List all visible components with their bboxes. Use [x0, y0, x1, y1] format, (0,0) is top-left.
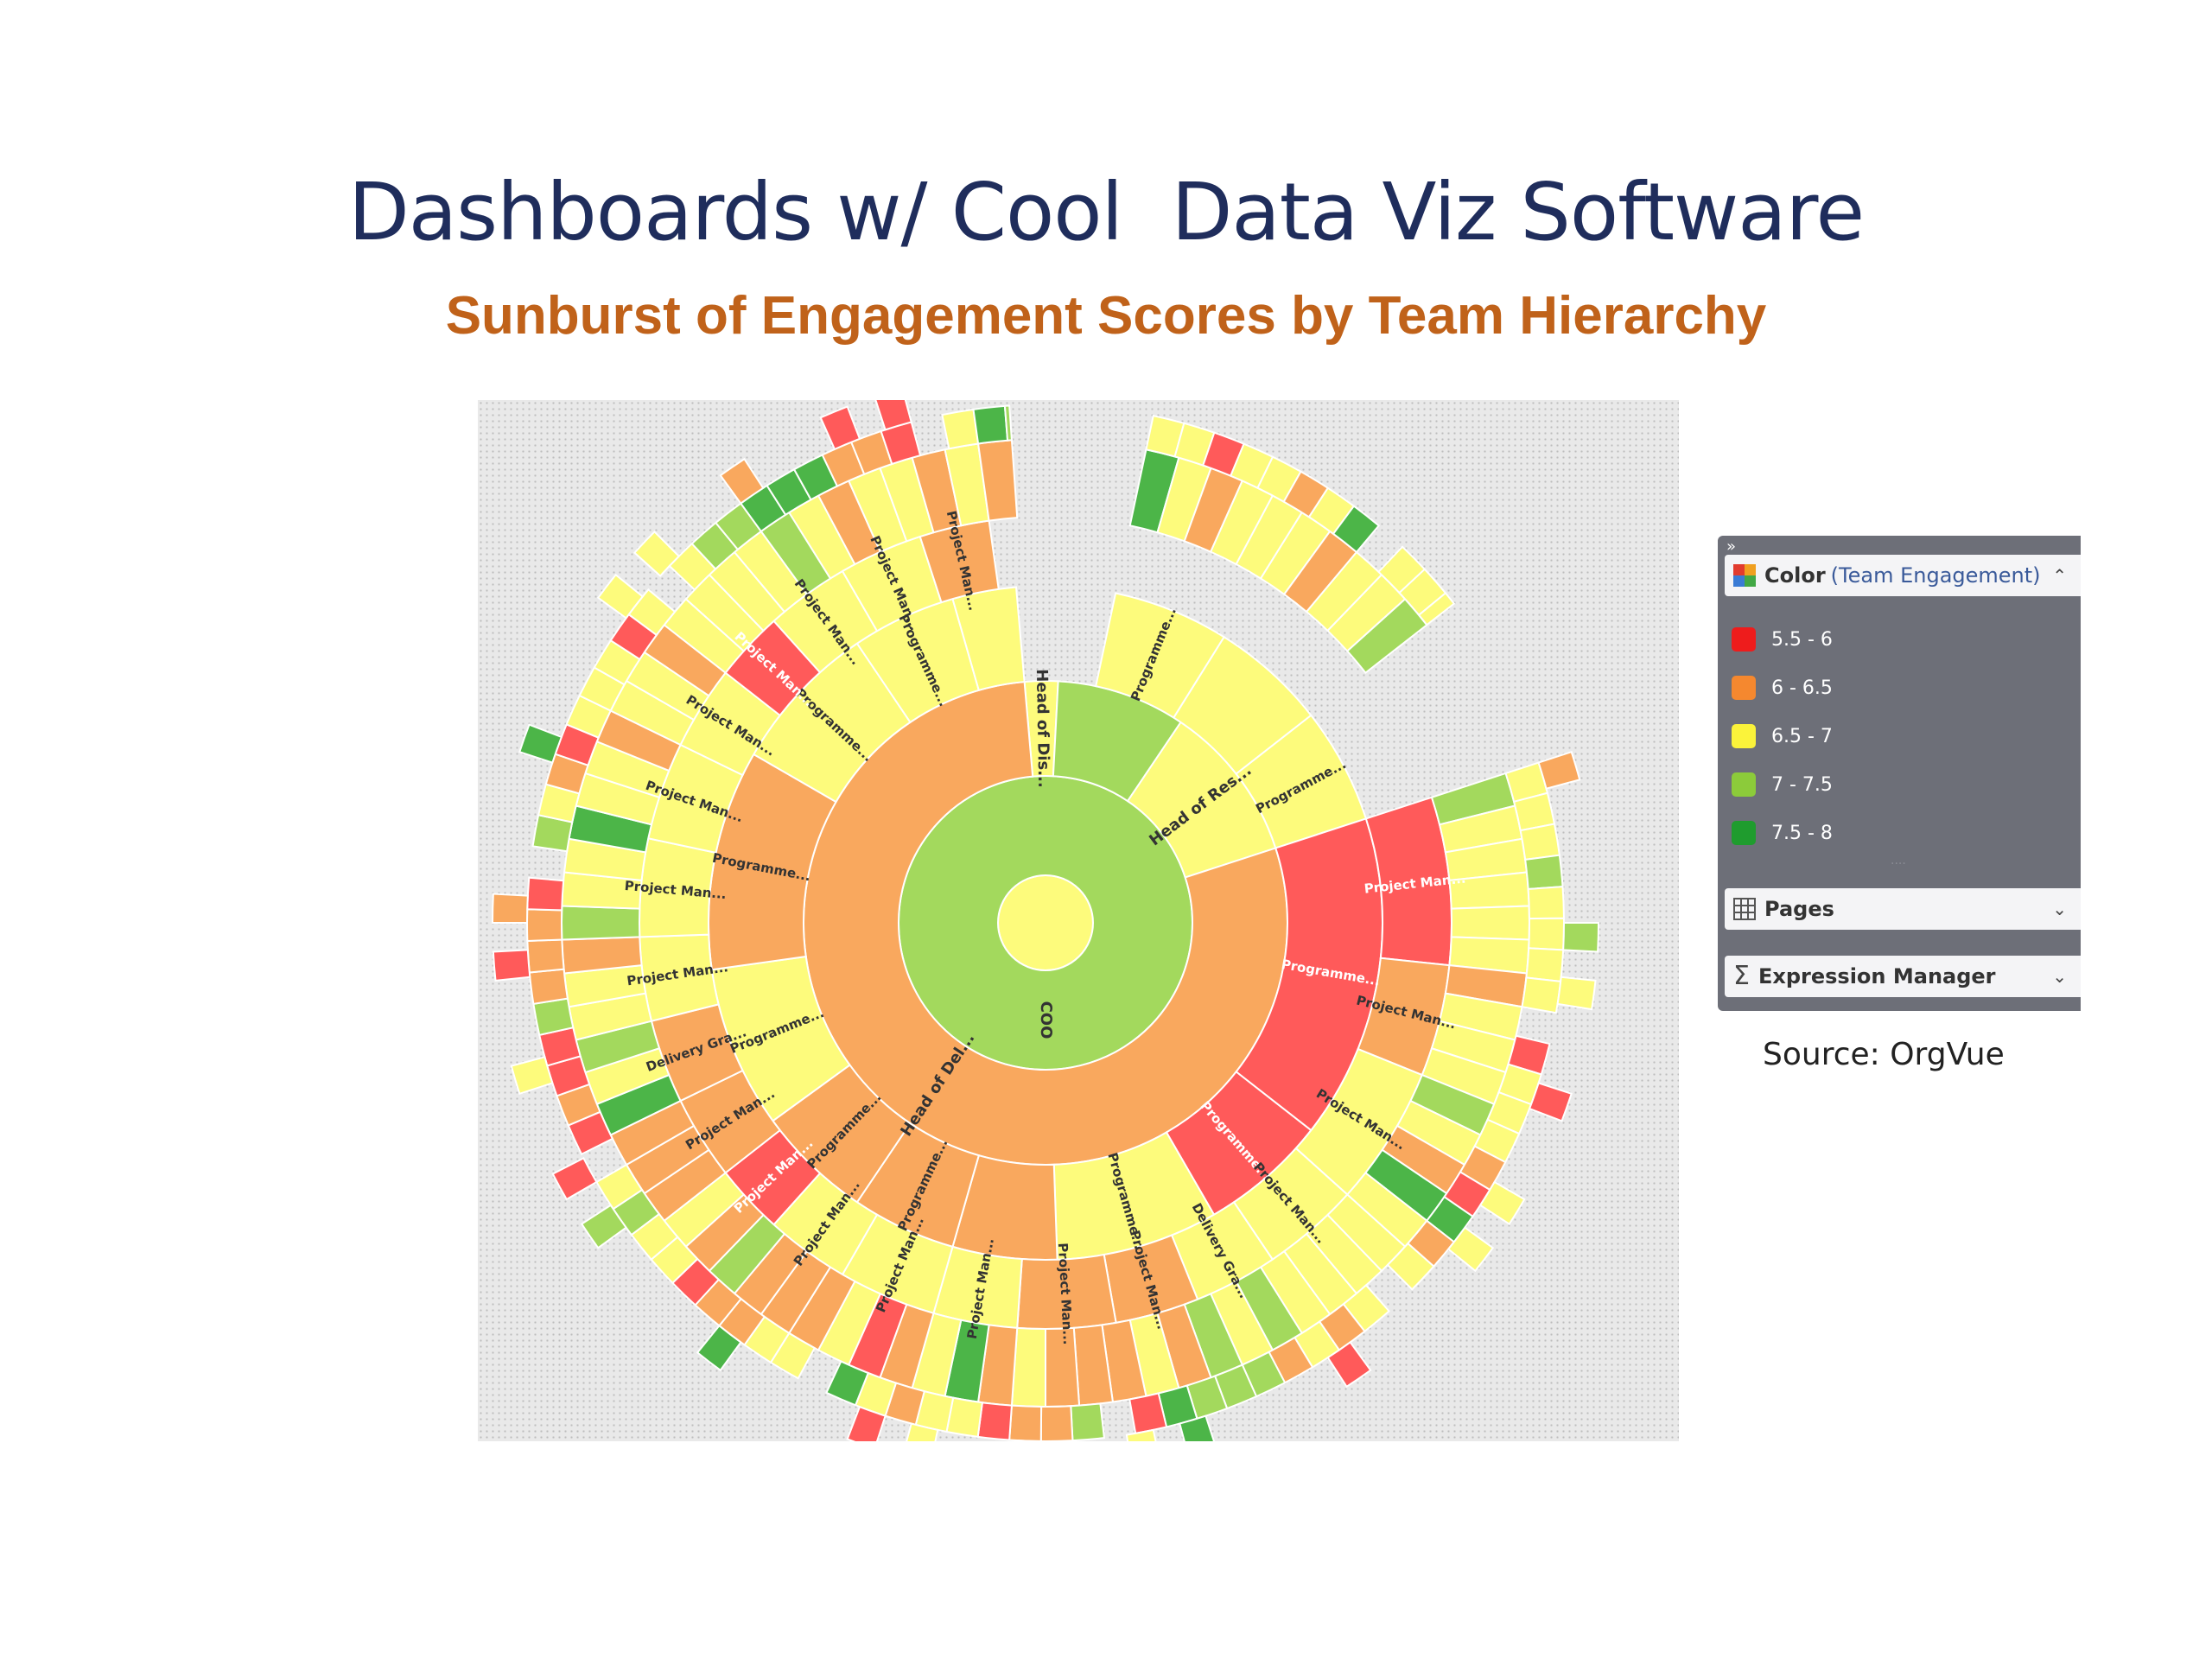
leaf-segment[interactable] [596, 573, 645, 620]
leaf-segment[interactable] [1332, 505, 1381, 554]
leaf-segment[interactable] [1003, 404, 1014, 442]
segment-label: COO [1037, 1001, 1055, 1039]
legend-item[interactable]: 6 - 6.5 [1732, 664, 1833, 712]
legend-label: 6 - 6.5 [1771, 677, 1833, 699]
pages-section-label: Pages [1764, 897, 1834, 921]
leaf-segment[interactable] [1070, 1402, 1106, 1441]
leaf-segment[interactable] [1537, 750, 1581, 790]
pages-table-icon [1733, 898, 1756, 920]
leaf-segment[interactable] [976, 1402, 1014, 1441]
sunburst-chart-area[interactable]: COO Head of Dis... Head of Res... Head of D… [478, 400, 1679, 1441]
leaf-segment[interactable] [1524, 854, 1564, 891]
chevron-down-icon[interactable]: ⌄ [2052, 899, 2067, 919]
legend-item[interactable]: 7.5 - 8 [1732, 809, 1833, 857]
leaf-segment[interactable] [1478, 1180, 1526, 1225]
legend-swatch [1732, 627, 1756, 652]
leaf-segment[interactable] [1528, 917, 1565, 951]
segment-label: Head of Dis... [1033, 669, 1052, 788]
leaf-segment[interactable] [1128, 1392, 1168, 1435]
leaf-segment[interactable] [526, 908, 563, 942]
color-grid-icon [1733, 564, 1756, 587]
pages-section-header[interactable]: Pages ⌄ [1725, 888, 2081, 930]
chart-subtitle: Sunburst of Engagement Scores by Team Hi… [445, 286, 1767, 346]
side-panel: » Color (Team Engagement) ⌃ 5.5 - 6 6 - 6… [1718, 536, 2081, 1011]
legend-swatch [1732, 724, 1756, 748]
leaf-segment[interactable] [696, 1324, 742, 1372]
leaf-segment[interactable] [1179, 1414, 1216, 1441]
leaf-segment[interactable] [1562, 922, 1600, 953]
leaf-segment[interactable] [719, 457, 765, 505]
leaf-segment[interactable] [941, 408, 980, 450]
collapse-panel-button[interactable]: » [1726, 537, 1737, 556]
legend-label: 6.5 - 7 [1771, 725, 1833, 747]
expression-manager-label: Expression Manager [1758, 964, 1996, 988]
leaf-segment[interactable] [874, 400, 912, 431]
leaf-segment[interactable] [1519, 823, 1560, 861]
leaf-segment[interactable] [510, 1056, 554, 1096]
legend-label: 5.5 - 6 [1771, 628, 1833, 651]
legend-label: 7 - 7.5 [1771, 773, 1833, 796]
legend-swatch [1732, 772, 1756, 797]
legend-item[interactable]: 6.5 - 7 [1732, 712, 1833, 760]
leaf-segment[interactable] [526, 938, 565, 974]
legend-label: 7.5 - 8 [1771, 822, 1833, 844]
leaf-segment[interactable] [1527, 886, 1565, 920]
leaf-segment[interactable] [846, 1405, 887, 1441]
leaf-segment[interactable] [972, 404, 1009, 445]
leaf-segment[interactable] [491, 893, 529, 924]
leaf-segment[interactable] [560, 905, 641, 941]
leaf-segment[interactable] [580, 1204, 627, 1249]
leaf-segment[interactable] [902, 1422, 939, 1441]
leaf-segment[interactable] [632, 531, 681, 577]
leaf-segment[interactable] [1386, 1242, 1435, 1291]
legend-swatch [1732, 676, 1756, 700]
leaf-segment[interactable] [819, 405, 861, 451]
leaf-segment[interactable] [526, 876, 565, 912]
legend-item[interactable]: 5.5 - 6 [1732, 615, 1833, 664]
color-section-label: Color [1764, 563, 1826, 588]
color-legend: 5.5 - 6 6 - 6.5 6.5 - 7 7 - 7.5 7.5 - 8 [1732, 615, 1833, 857]
leaf-segment[interactable] [1417, 591, 1456, 626]
leaf-segment[interactable] [825, 1360, 870, 1407]
leaf-segment[interactable] [1017, 1440, 1046, 1441]
resize-grip-icon[interactable]: ···· [1891, 857, 1906, 871]
leaf-segment[interactable] [1039, 1405, 1074, 1441]
color-section-header[interactable]: Color (Team Engagement) ⌃ [1725, 555, 2081, 596]
leaf-segment[interactable] [1446, 1226, 1495, 1273]
color-measure-label: (Team Engagement) [1830, 563, 2041, 588]
leaf-segment[interactable] [1008, 1404, 1043, 1441]
leaf-segment[interactable] [551, 1157, 598, 1201]
leaf-segment[interactable] [518, 723, 563, 764]
leaf-segment[interactable] [1326, 1341, 1372, 1389]
leaf-segment[interactable] [492, 949, 531, 982]
slide-title: Dashboards w/ Cool Data Viz Software [347, 166, 1865, 258]
leaf-segment[interactable] [1556, 976, 1597, 1011]
legend-item[interactable]: 7 - 7.5 [1732, 760, 1833, 809]
leaf-segment[interactable] [532, 997, 575, 1037]
leaf-segment[interactable] [1525, 947, 1565, 983]
leaf-segment[interactable] [1528, 1082, 1573, 1122]
sigma-icon: Σ [1733, 961, 1750, 991]
chevron-up-icon[interactable]: ⌃ [2052, 565, 2067, 586]
source-note: Source: OrgVue [1763, 1037, 2005, 1072]
expression-manager-header[interactable]: Σ Expression Manager ⌄ [1725, 956, 2081, 997]
leaf-segment[interactable] [595, 1163, 644, 1211]
leaf-segment[interactable] [528, 968, 569, 1006]
leaf-segment[interactable] [1125, 1428, 1160, 1441]
leaf-segment[interactable] [1521, 976, 1562, 1014]
leaf-segment[interactable] [1450, 905, 1531, 941]
chevron-down-icon[interactable]: ⌄ [2052, 966, 2067, 987]
legend-swatch [1732, 821, 1756, 845]
